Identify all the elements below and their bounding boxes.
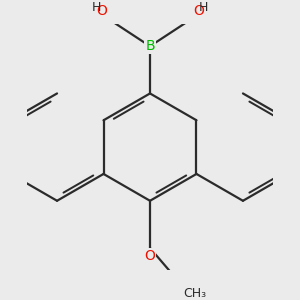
- Text: H: H: [199, 1, 208, 14]
- Text: H: H: [92, 1, 101, 14]
- Text: CH₃: CH₃: [184, 286, 207, 300]
- Text: O: O: [145, 249, 155, 263]
- Text: B: B: [145, 39, 155, 53]
- Text: O: O: [96, 4, 107, 18]
- Text: O: O: [193, 4, 204, 18]
